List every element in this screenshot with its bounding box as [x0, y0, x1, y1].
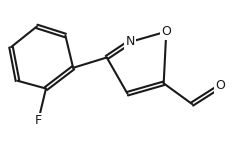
- Text: F: F: [35, 114, 42, 127]
- Text: N: N: [125, 35, 135, 48]
- Text: O: O: [216, 79, 226, 92]
- Text: O: O: [161, 25, 171, 38]
